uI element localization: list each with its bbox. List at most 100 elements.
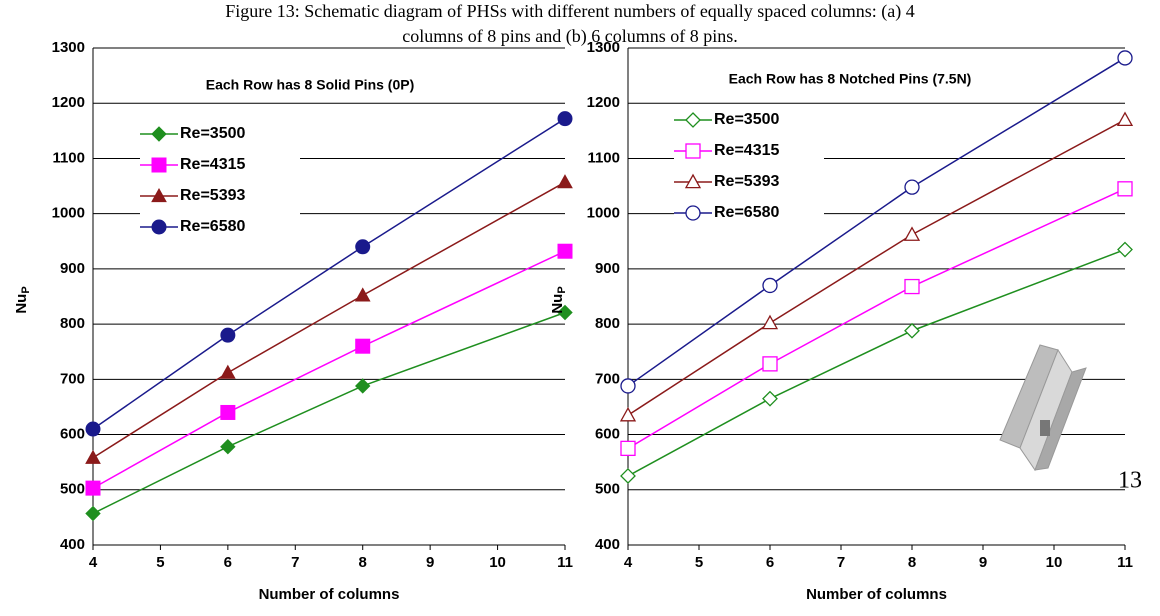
y-tick-label: 1000: [587, 205, 620, 222]
marker: [354, 287, 371, 302]
caption-line: columns of 8 pins and (b) 6 columns of 8…: [402, 26, 737, 47]
legend-label: Re=6580: [714, 204, 779, 221]
series-line: [627, 248, 1126, 477]
x-axis-label: Number of columns: [259, 586, 400, 603]
marker: [151, 157, 167, 173]
y-tick-label: 800: [595, 315, 620, 332]
y-tick-label: 700: [595, 370, 620, 387]
y-tick-label: 600: [595, 426, 620, 443]
y-axis-label: NuP: [13, 286, 32, 313]
series-line: [92, 181, 566, 459]
chart: 400 500 600 700 800 900 1000 1100 1200 1300 4 5 6 7 8 9…: [13, 39, 573, 603]
x-tick-label: 7: [837, 554, 845, 571]
marker: [904, 179, 920, 195]
marker: [1117, 241, 1133, 258]
x-tick-label: 6: [224, 554, 232, 571]
marker: [1117, 181, 1133, 197]
y-tick-label: 900: [595, 260, 620, 277]
y-tick-label: 1000: [52, 205, 85, 222]
series-line: [627, 57, 1126, 387]
marker: [557, 174, 573, 189]
series-line: [92, 118, 566, 430]
y-tick-label: 500: [595, 481, 620, 498]
x-tick-label: 10: [1046, 554, 1063, 571]
marker: [762, 277, 778, 294]
legend-label: Re=5393: [180, 187, 245, 204]
legend-label: Re=5393: [714, 173, 779, 190]
marker: [85, 421, 101, 437]
marker: [220, 364, 236, 379]
series-line: [92, 311, 566, 515]
marker: [557, 243, 573, 259]
x-tick-label: 7: [291, 554, 299, 571]
marker: [220, 404, 236, 420]
y-tick-label: 600: [60, 426, 85, 443]
marker: [904, 322, 920, 339]
x-tick-label: 5: [156, 554, 164, 571]
x-tick-label: 10: [489, 554, 506, 571]
chart-title: Each Row has 8 Solid Pins (0P): [206, 77, 415, 93]
y-axis-label-sub: P: [556, 286, 568, 293]
y-tick-label: 700: [60, 370, 85, 387]
marker: [220, 327, 236, 343]
series-line: [627, 119, 1126, 416]
marker: [619, 406, 637, 422]
y-tick-label: 1100: [52, 149, 85, 166]
y-axis-label-main: Nu: [13, 294, 30, 314]
page-number: 13: [1118, 468, 1142, 494]
y-axis-label-sub: P: [20, 286, 32, 293]
y-tick-label: 800: [60, 315, 85, 332]
marker: [684, 173, 702, 189]
y-tick-label: 1200: [52, 94, 85, 111]
marker: [903, 226, 921, 241]
legend: Re=3500 Re=4315 Re=5393 Re=6580: [674, 104, 824, 246]
marker: [761, 314, 779, 330]
legend-label: Re=3500: [180, 125, 245, 142]
marker: [85, 505, 101, 522]
series-line: [92, 250, 566, 489]
x-tick-label: 4: [624, 554, 633, 571]
marker: [355, 239, 371, 255]
marker: [620, 468, 636, 484]
marker: [220, 438, 236, 455]
charts: 400 500 600 700 800 900 1000 1100 1200 1300 4 5 6 7 8 9…: [13, 39, 1134, 603]
y-tick-label: 400: [60, 536, 85, 553]
marker: [151, 126, 167, 142]
x-tick-label: 11: [1117, 554, 1133, 571]
marker: [355, 378, 371, 394]
y-axis-label: NuP: [549, 286, 568, 313]
y-axis-label-main: Nu: [549, 294, 566, 314]
marker: [620, 378, 636, 394]
legend: Re=3500 Re=4315 Re=5393 Re=6580: [140, 118, 300, 242]
marker: [85, 449, 101, 464]
x-tick-label: 8: [908, 554, 916, 571]
x-tick-label: 9: [979, 554, 987, 571]
x-axis-label: Number of columns: [806, 586, 947, 603]
y-tick-label: 500: [60, 481, 85, 498]
chart-title: Each Row has 8 Notched Pins (7.5N): [729, 71, 972, 87]
x-tick-label: 8: [359, 554, 367, 571]
y-tick-label: 900: [60, 260, 85, 277]
legend-label: Re=6580: [180, 218, 245, 235]
marker: [620, 440, 636, 457]
marker: [557, 111, 573, 127]
x-tick-label: 6: [766, 554, 774, 571]
x-tick-label: 4: [89, 554, 98, 571]
marker: [1116, 111, 1134, 127]
legend-label: Re=3500: [714, 111, 779, 128]
marker: [904, 278, 920, 295]
marker: [762, 390, 778, 407]
y-tick-label: 1200: [587, 94, 620, 111]
pin-illustration: [999, 344, 1087, 472]
caption-line: Figure 13: Schematic diagram of PHSs wit…: [225, 1, 915, 22]
chart: 400 500 600 700 800 900 1000 1100 1200 1300 4 5 6 7 8 9…: [549, 39, 1134, 603]
legend-box: [674, 104, 824, 246]
marker: [762, 356, 778, 372]
marker: [151, 219, 167, 235]
marker: [685, 205, 701, 221]
y-tick-label: 400: [595, 536, 620, 553]
x-tick-label: 5: [695, 554, 703, 571]
legend-box: [140, 118, 300, 242]
y-tick-label: 1300: [587, 39, 620, 56]
